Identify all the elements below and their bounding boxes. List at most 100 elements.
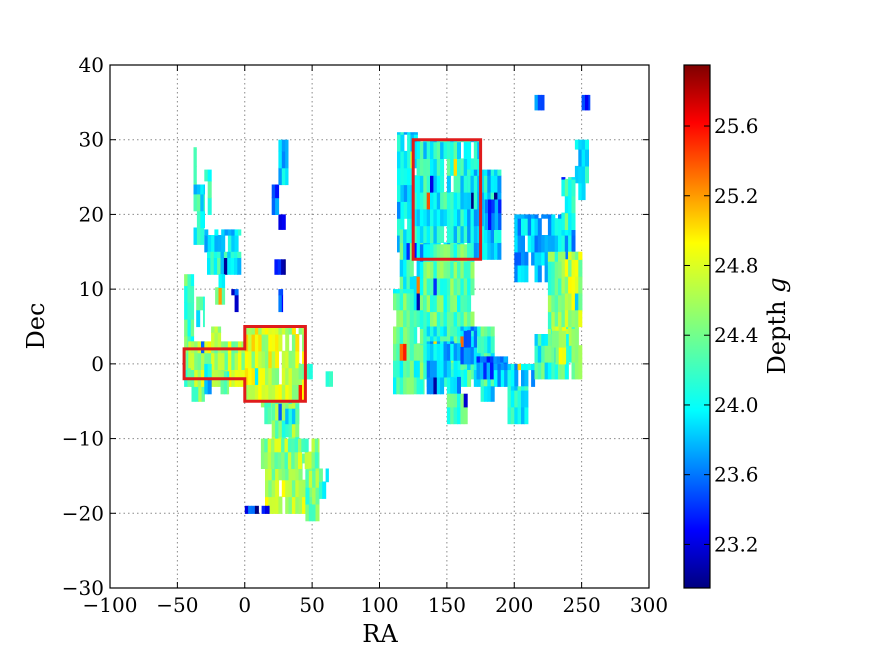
coverage-cell — [399, 326, 404, 344]
coverage-cell — [265, 505, 269, 514]
coverage-cell — [230, 251, 235, 258]
coverage-cell — [248, 350, 253, 369]
coverage-cell — [433, 225, 438, 243]
coverage-cell — [430, 175, 434, 193]
coverage-cell — [278, 403, 283, 421]
coverage-cell — [446, 158, 451, 176]
coverage-cell — [416, 141, 421, 159]
coverage-cell — [413, 343, 418, 361]
coverage-cell — [433, 360, 438, 378]
coverage-cell — [558, 235, 562, 253]
coverage-cell — [463, 393, 468, 408]
coverage-cell — [537, 251, 542, 266]
coverage-cell — [423, 158, 428, 176]
coverage-cell — [207, 376, 212, 395]
coverage-cell — [403, 360, 408, 378]
coverage-cell — [426, 360, 431, 378]
coverage-cell — [521, 390, 525, 408]
coverage-cell — [278, 326, 283, 335]
coverage-cell — [298, 462, 303, 481]
coverage-cell — [399, 242, 404, 260]
coverage-cell — [295, 419, 300, 438]
coverage-cell — [564, 309, 569, 328]
coverage-cell — [258, 367, 263, 385]
coverage-cell — [506, 356, 509, 363]
coverage-cell — [403, 150, 408, 169]
coverage-cell — [406, 343, 411, 361]
coverage-cell — [574, 251, 579, 260]
coverage-cell — [305, 503, 310, 522]
coverage-cell — [274, 451, 279, 469]
coverage-cell — [480, 225, 485, 243]
coverage-cell — [574, 362, 579, 380]
coverage-cell — [457, 225, 461, 243]
coverage-cell — [215, 287, 220, 305]
coverage-cell — [574, 165, 579, 184]
coverage-cell — [400, 150, 405, 169]
coverage-cell — [483, 225, 488, 243]
coverage-cell — [406, 242, 411, 260]
coverage-cell — [470, 225, 475, 243]
coverage-cell — [426, 294, 431, 313]
coverage-patch — [271, 184, 280, 215]
coverage-cell — [278, 496, 283, 514]
coverage-cell — [457, 208, 461, 227]
coverage-cell — [399, 343, 404, 361]
coverage-cell — [399, 289, 404, 294]
coverage-cell — [517, 390, 522, 408]
coverage-cell — [467, 169, 472, 176]
coverage-cell — [568, 251, 573, 260]
coverage-cell — [463, 326, 468, 331]
coverage-cell — [524, 251, 529, 266]
coverage-cell — [470, 261, 475, 279]
coverage-cell — [275, 403, 280, 421]
coverage-cell — [285, 419, 290, 438]
coverage-patch — [207, 251, 242, 275]
coverage-cell — [264, 451, 269, 469]
coverage-cell — [497, 225, 502, 243]
coverage-cell — [285, 496, 290, 514]
coverage-cell — [227, 257, 232, 275]
coverage-cell — [406, 229, 411, 244]
coverage-cell — [403, 309, 408, 328]
coverage-cell — [426, 175, 431, 193]
coverage-cell — [574, 309, 579, 328]
coverage-cell — [578, 276, 583, 294]
coverage-cell — [558, 277, 562, 296]
coverage-cell — [490, 326, 495, 337]
coverage-cell — [467, 242, 472, 260]
coverage-cell — [430, 341, 434, 344]
colorbar-tick-label: 23.2 — [714, 532, 759, 556]
coverage-cell — [585, 165, 589, 184]
coverage-cell — [457, 352, 461, 370]
coverage-cell — [281, 384, 286, 402]
coverage-cell — [213, 257, 218, 275]
coverage-cell — [416, 360, 421, 378]
coverage-cell — [446, 294, 451, 313]
coverage-cell — [217, 257, 222, 275]
coverage-cell — [436, 175, 441, 193]
coverage-cell — [393, 343, 397, 361]
coverage-cell — [561, 251, 566, 260]
coverage-cell — [265, 496, 269, 514]
coverage-cell — [486, 356, 491, 363]
coverage-cell — [493, 356, 498, 363]
coverage-cell — [467, 192, 472, 210]
colorbar-tick-label: 24.8 — [714, 253, 759, 277]
coverage-cell — [413, 242, 418, 260]
coverage-cell — [203, 296, 205, 311]
coverage-cell — [433, 141, 438, 159]
coverage-cell — [407, 167, 412, 186]
coverage-cell — [291, 367, 296, 385]
coverage-cell — [460, 225, 465, 243]
coverage-cell — [423, 141, 428, 159]
coverage-cell — [473, 326, 478, 331]
coverage-cell — [514, 363, 519, 371]
coverage-cell — [490, 362, 494, 380]
coverage-cell — [302, 496, 306, 514]
coverage-cell — [238, 352, 242, 370]
coverage-cell — [534, 334, 539, 346]
coverage-cell — [271, 451, 275, 469]
coverage-cell — [274, 438, 279, 453]
coverage-cell — [423, 208, 428, 227]
